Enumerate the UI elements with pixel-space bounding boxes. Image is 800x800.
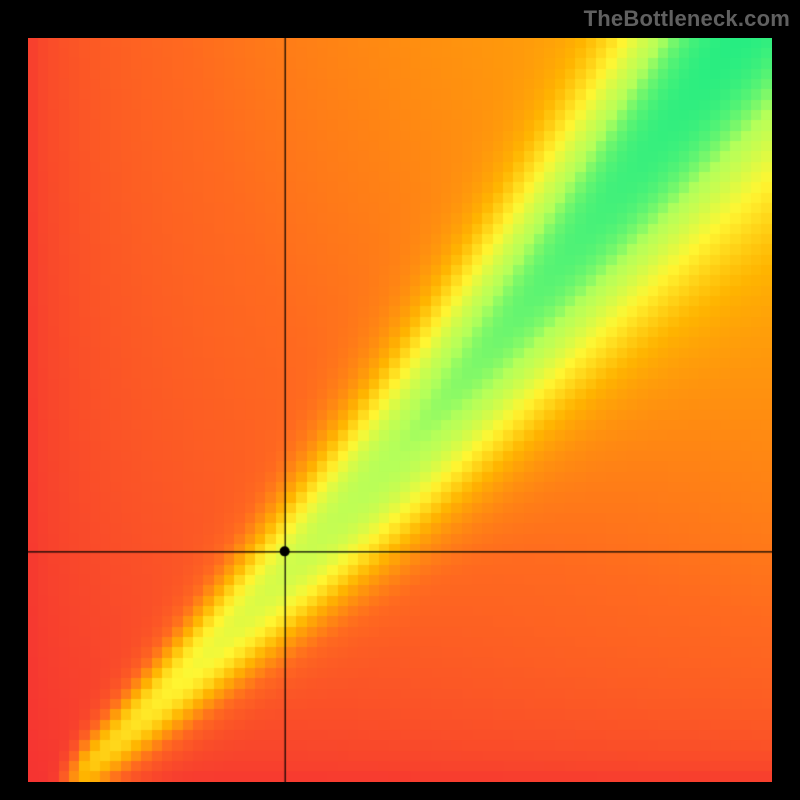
figure-root: TheBottleneck.com <box>0 0 800 800</box>
bottleneck-heatmap-canvas <box>28 38 772 782</box>
watermark-text: TheBottleneck.com <box>584 6 790 32</box>
plot-frame <box>28 38 772 782</box>
